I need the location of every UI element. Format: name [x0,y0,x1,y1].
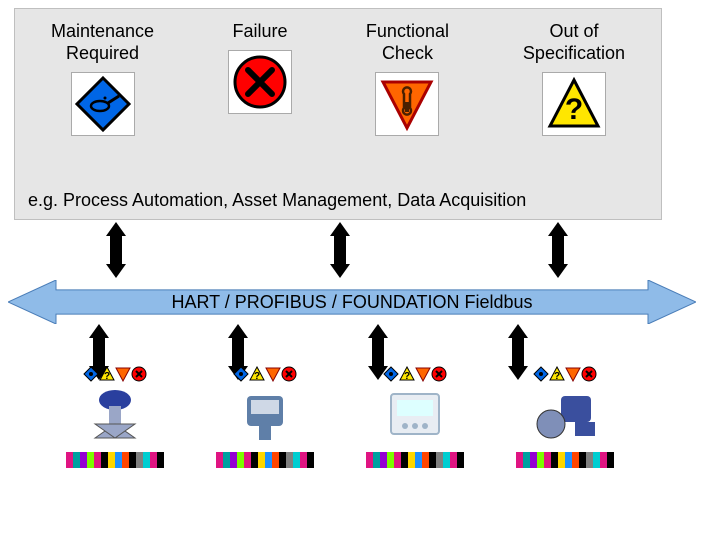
svg-text:?: ? [554,371,560,382]
outofspec-mini-icon: ? [549,366,565,382]
maintenance-mini-icon [533,366,549,382]
svg-text:HART / PROFIBUS / FOUNDATION F: HART / PROFIBUS / FOUNDATION Fieldbus [171,292,532,312]
color-barcode [516,452,614,468]
svg-text:?: ? [565,93,583,126]
device-transmitter: ? [195,364,335,468]
status-maintenance: MaintenanceRequired [51,20,154,136]
check-mini-icon [115,366,131,382]
status-label: MaintenanceRequired [51,20,154,64]
mini-status-icons: ? [533,364,597,384]
color-barcode [216,452,314,468]
status-label: FunctionalCheck [366,20,449,64]
device-valve: ? [45,364,185,468]
status-label: Out ofSpecification [523,20,625,64]
maintenance-mini-icon [233,366,249,382]
check-mini-icon [415,366,431,382]
mini-status-icons: ? [233,364,297,384]
panel-caption: e.g. Process Automation, Asset Managemen… [28,190,526,211]
device-actuator: ? [495,364,635,468]
double-arrow [545,222,571,283]
svg-text:?: ? [404,371,410,382]
status-row: MaintenanceRequired Failure FunctionalChec… [14,20,662,136]
device-graphic [525,386,605,446]
maintenance-mini-icon [83,366,99,382]
device-display: ? [345,364,485,468]
check-mini-icon [265,366,281,382]
status-outofspec: Out ofSpecification? [523,20,625,136]
check-icon [375,72,439,136]
failure-icon [228,50,292,114]
device-graphic [225,386,305,446]
mini-status-icons: ? [383,364,447,384]
status-failure: Failure [228,20,292,136]
color-barcode [66,452,164,468]
maintenance-icon [71,72,135,136]
status-label: Failure [232,20,287,42]
double-arrow [103,222,129,283]
device-graphic [375,386,455,446]
svg-text:?: ? [254,371,260,382]
outofspec-icon: ? [542,72,606,136]
outofspec-mini-icon: ? [249,366,265,382]
failure-mini-icon [281,366,297,382]
failure-mini-icon [431,366,447,382]
color-barcode [366,452,464,468]
bus-bar: HART / PROFIBUS / FOUNDATION Fieldbus [8,280,696,324]
mini-status-icons: ? [83,364,147,384]
device-row: ???? [40,364,640,468]
maintenance-mini-icon [383,366,399,382]
failure-mini-icon [581,366,597,382]
status-check: FunctionalCheck [366,20,449,136]
failure-mini-icon [131,366,147,382]
svg-text:?: ? [104,371,110,382]
outofspec-mini-icon: ? [99,366,115,382]
double-arrow [327,222,353,283]
device-graphic [75,386,155,446]
check-mini-icon [565,366,581,382]
outofspec-mini-icon: ? [399,366,415,382]
